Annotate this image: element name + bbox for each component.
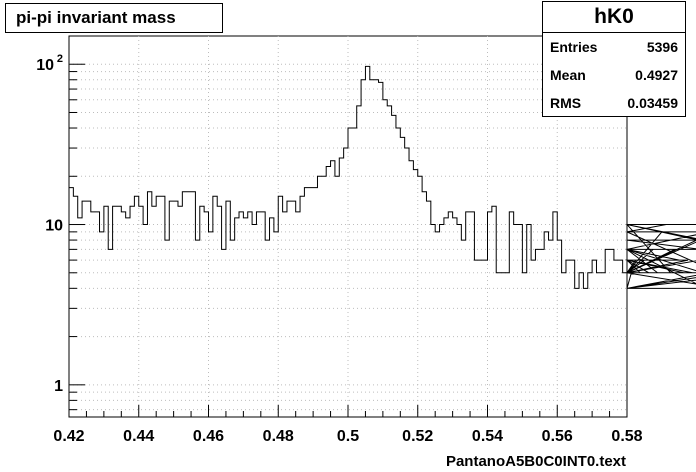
stats-row-rms: RMS 0.03459 xyxy=(543,89,685,117)
x-tick-label: 0.56 xyxy=(542,428,573,445)
stats-histogram-name: hK0 xyxy=(543,2,685,33)
stats-value: 0.4927 xyxy=(635,67,678,83)
y-tick-label: 1 xyxy=(54,378,63,395)
y-tick-label: 10 xyxy=(45,218,63,235)
stats-value: 5396 xyxy=(646,39,678,55)
stats-label: Mean xyxy=(550,67,586,83)
x-tick-label: 0.44 xyxy=(123,428,154,445)
x-tick-label: 0.54 xyxy=(472,428,503,445)
stats-row-entries: Entries 5396 xyxy=(543,33,685,61)
y-tick-exponent: 2 xyxy=(57,53,63,65)
y-tick-label: 10 xyxy=(36,57,54,74)
axes: 0.42 0.44 0.46 0.48 0.5 0.52 0.54 0.56 0.58 1 10 10… xyxy=(36,53,642,445)
chart-title: pi-pi invariant mass xyxy=(5,3,223,33)
x-tick-label: 0.48 xyxy=(263,428,294,445)
stats-box: hK0 Entries 5396 Mean 0.4927 RMS 0.03459 xyxy=(542,1,686,117)
stats-label: Entries xyxy=(550,39,598,55)
x-tick-label: 0.46 xyxy=(193,428,224,445)
stats-label: RMS xyxy=(550,95,582,111)
stats-row-mean: Mean 0.4927 xyxy=(543,61,685,89)
x-tick-label: 0.52 xyxy=(402,428,433,445)
stats-value: 0.03459 xyxy=(627,95,678,111)
x-tick-label: 0.5 xyxy=(337,428,359,445)
histogram-series xyxy=(69,65,696,289)
x-tick-label: 0.42 xyxy=(53,428,84,445)
x-tick-label: 0.58 xyxy=(611,428,642,445)
x-axis-title: PantanoA5B0C0INT0.text xyxy=(446,453,626,470)
